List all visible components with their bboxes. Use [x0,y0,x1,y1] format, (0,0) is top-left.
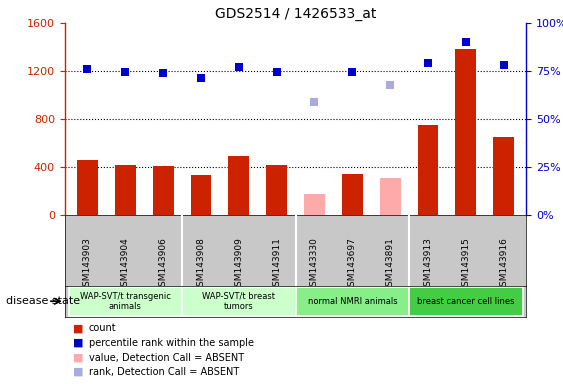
Text: value, Detection Call = ABSENT: value, Detection Call = ABSENT [89,353,244,362]
Text: ■: ■ [73,353,84,362]
Point [83,66,92,72]
Bar [342,174,363,215]
Text: percentile rank within the sample: percentile rank within the sample [89,338,254,348]
Bar [190,175,211,215]
FancyBboxPatch shape [296,287,409,316]
Bar [493,137,514,215]
FancyBboxPatch shape [182,287,296,316]
Point [272,69,281,75]
Bar [418,125,439,215]
Point [159,70,168,76]
Point [196,74,205,81]
Point [499,62,508,68]
Text: rank, Detection Call = ABSENT: rank, Detection Call = ABSENT [89,367,239,377]
Point [461,39,470,45]
Title: GDS2514 / 1426533_at: GDS2514 / 1426533_at [215,7,376,21]
Point [348,69,357,75]
Bar [77,160,98,215]
FancyBboxPatch shape [69,287,182,316]
Point [121,69,130,75]
Bar [229,156,249,215]
Bar [115,165,136,215]
Bar [153,166,173,215]
Point [234,65,243,71]
Text: normal NMRI animals: normal NMRI animals [307,297,397,306]
Text: ■: ■ [73,338,84,348]
Text: ■: ■ [73,323,84,333]
FancyBboxPatch shape [409,287,522,316]
Text: disease state: disease state [6,296,80,306]
Text: breast cancer cell lines: breast cancer cell lines [417,297,515,306]
Text: WAP-SVT/t transgenic
animals: WAP-SVT/t transgenic animals [80,292,171,311]
Point [310,99,319,105]
Bar [304,194,325,215]
Text: count: count [89,323,117,333]
Point [423,60,432,66]
Text: ■: ■ [73,367,84,377]
Point [386,83,395,89]
Text: WAP-SVT/t breast
tumors: WAP-SVT/t breast tumors [202,292,275,311]
Bar [380,178,401,215]
Bar [266,165,287,215]
Bar [455,50,476,215]
